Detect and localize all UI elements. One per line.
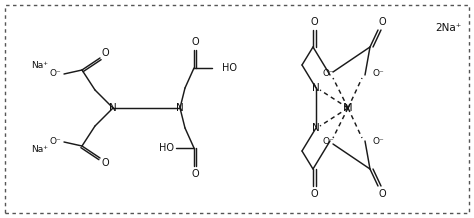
Text: O: O xyxy=(310,17,318,27)
Text: N: N xyxy=(312,83,320,93)
Text: O⁻: O⁻ xyxy=(322,138,334,146)
Text: Na⁺: Na⁺ xyxy=(31,61,48,70)
Text: N: N xyxy=(312,123,320,133)
Text: O⁻: O⁻ xyxy=(49,138,61,146)
Text: O: O xyxy=(191,169,199,179)
Text: Na⁺: Na⁺ xyxy=(31,145,48,155)
Text: O⁻: O⁻ xyxy=(373,70,385,78)
Text: O⁻: O⁻ xyxy=(373,138,385,146)
Text: O: O xyxy=(378,17,386,27)
Text: HO: HO xyxy=(159,143,174,153)
Text: O: O xyxy=(378,189,386,199)
Text: O⁻: O⁻ xyxy=(49,70,61,78)
Text: O⁻: O⁻ xyxy=(322,70,334,78)
Text: O: O xyxy=(310,189,318,199)
Text: HO: HO xyxy=(222,63,237,73)
Text: O: O xyxy=(101,158,109,168)
Text: 2Na⁺: 2Na⁺ xyxy=(435,23,461,33)
Text: O: O xyxy=(101,48,109,58)
Text: N: N xyxy=(109,103,117,113)
Text: N: N xyxy=(176,103,184,113)
Text: O: O xyxy=(191,37,199,47)
Text: M: M xyxy=(343,103,353,113)
